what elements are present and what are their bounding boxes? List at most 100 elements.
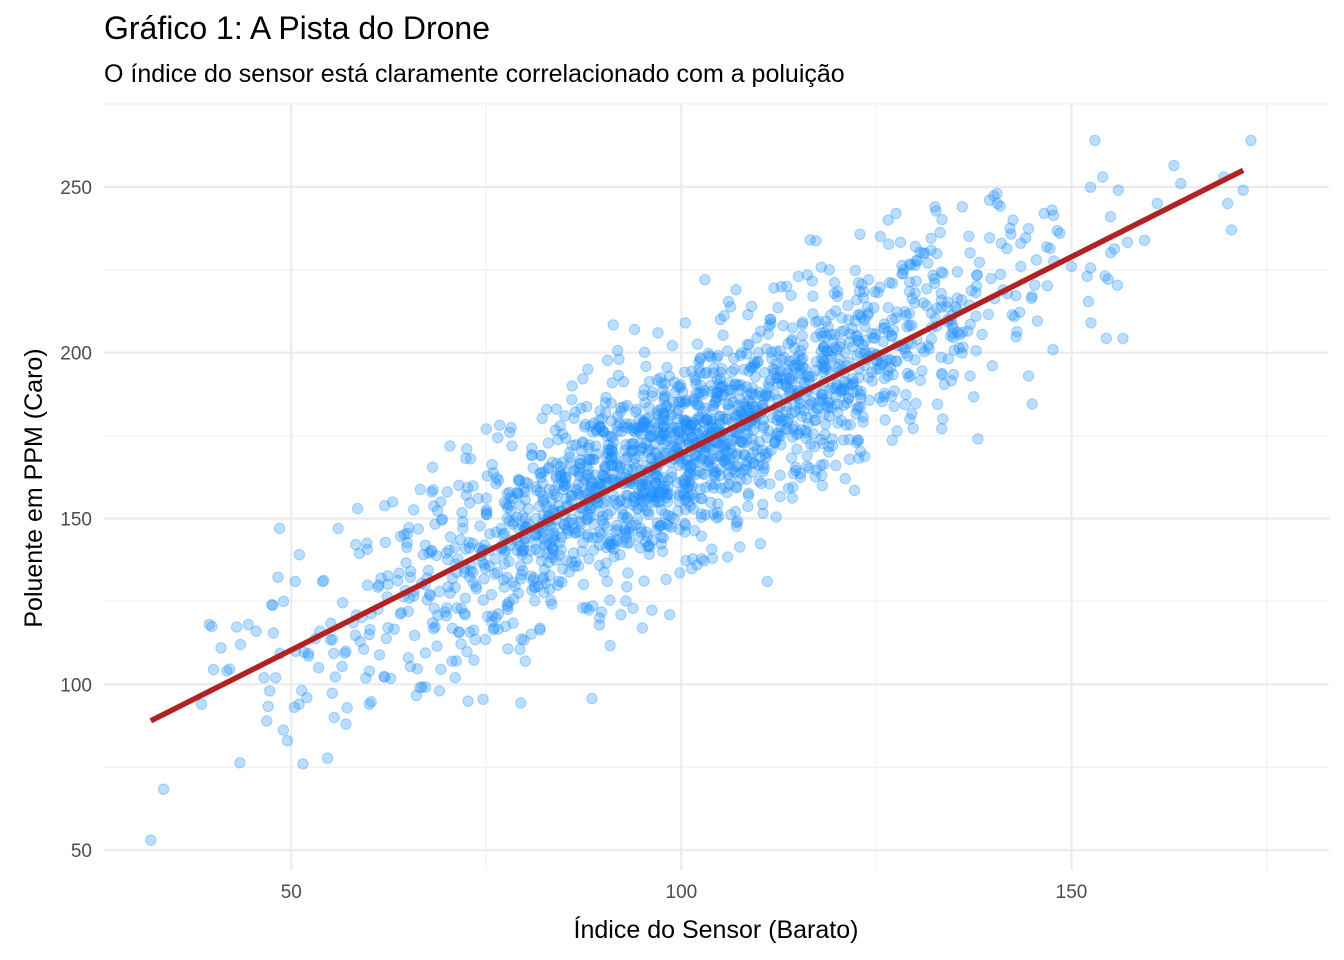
data-point (498, 527, 511, 539)
data-point (583, 553, 595, 565)
data-point (277, 724, 290, 736)
data-point (688, 492, 701, 504)
data-point (350, 538, 362, 551)
data-point (753, 386, 766, 399)
data-point (536, 489, 549, 502)
data-point (656, 483, 668, 496)
data-point (640, 526, 652, 538)
data-point (544, 569, 556, 582)
data-point (1047, 344, 1059, 356)
data-point (432, 609, 444, 621)
data-point (803, 371, 815, 383)
data-point (762, 378, 775, 390)
data-point (724, 478, 736, 491)
data-point (819, 360, 831, 373)
data-point (715, 381, 727, 393)
data-point (603, 532, 615, 545)
data-point (785, 452, 798, 464)
data-point (819, 407, 831, 420)
data-point (742, 487, 755, 499)
data-point (543, 461, 555, 474)
data-point (871, 363, 883, 375)
data-point (501, 598, 513, 611)
data-point (642, 540, 654, 553)
data-point (657, 472, 669, 484)
data-point (730, 449, 742, 462)
data-point (426, 617, 439, 629)
data-point (757, 507, 769, 519)
data-point (554, 470, 567, 482)
data-point (817, 354, 830, 367)
data-point (722, 295, 735, 308)
data-point (628, 323, 641, 336)
data-point (427, 623, 440, 635)
data-point (775, 439, 787, 451)
data-point (807, 308, 819, 320)
data-point (628, 496, 641, 508)
data-point (741, 348, 753, 360)
data-point (534, 547, 546, 559)
data-point (402, 605, 414, 618)
data-point (497, 574, 510, 586)
data-point (697, 388, 709, 400)
data-point (518, 536, 531, 548)
data-point (388, 623, 400, 635)
data-point (789, 362, 802, 374)
data-point (507, 617, 519, 629)
data-point (435, 496, 447, 508)
data-point (472, 492, 484, 505)
data-point (540, 537, 553, 549)
data-point (393, 567, 405, 579)
data-point (555, 544, 567, 556)
y-tick-label: 150 (60, 510, 92, 531)
data-point (845, 379, 857, 391)
data-point (830, 391, 842, 403)
data-point (903, 307, 916, 320)
data-point (298, 646, 310, 658)
data-point (643, 412, 655, 424)
data-point (664, 609, 676, 621)
data-point (635, 428, 647, 440)
data-point (817, 341, 830, 353)
data-point (672, 425, 684, 437)
data-point (501, 512, 513, 525)
data-point (267, 599, 279, 611)
data-point (771, 372, 783, 385)
data-point (796, 373, 808, 386)
data-point (712, 450, 724, 462)
data-point (857, 416, 869, 428)
data-point (449, 541, 461, 554)
data-point (604, 639, 616, 652)
data-point (774, 371, 786, 384)
data-point (834, 341, 846, 353)
data-point (643, 420, 655, 433)
data-point (705, 479, 717, 491)
data-point (748, 358, 761, 371)
data-point (563, 566, 575, 578)
data-point (650, 477, 662, 489)
data-point (869, 328, 882, 340)
data-point (655, 489, 667, 501)
data-point (435, 663, 447, 676)
data-point (234, 757, 246, 769)
data-point (757, 498, 769, 510)
data-point (513, 475, 525, 487)
data-point (489, 568, 501, 580)
data-point (662, 415, 674, 427)
data-point (776, 378, 788, 390)
data-point (695, 352, 707, 364)
data-point (1102, 273, 1114, 285)
data-point (288, 701, 301, 713)
data-point (417, 549, 430, 561)
data-point (633, 425, 645, 437)
data-point (692, 428, 704, 440)
data-point (852, 434, 864, 446)
data-point (887, 324, 900, 336)
data-point (816, 353, 828, 365)
data-point (715, 366, 727, 379)
data-point (578, 477, 590, 489)
data-point (692, 456, 704, 468)
data-point (450, 655, 462, 667)
data-point (668, 376, 681, 388)
data-point (507, 576, 519, 588)
